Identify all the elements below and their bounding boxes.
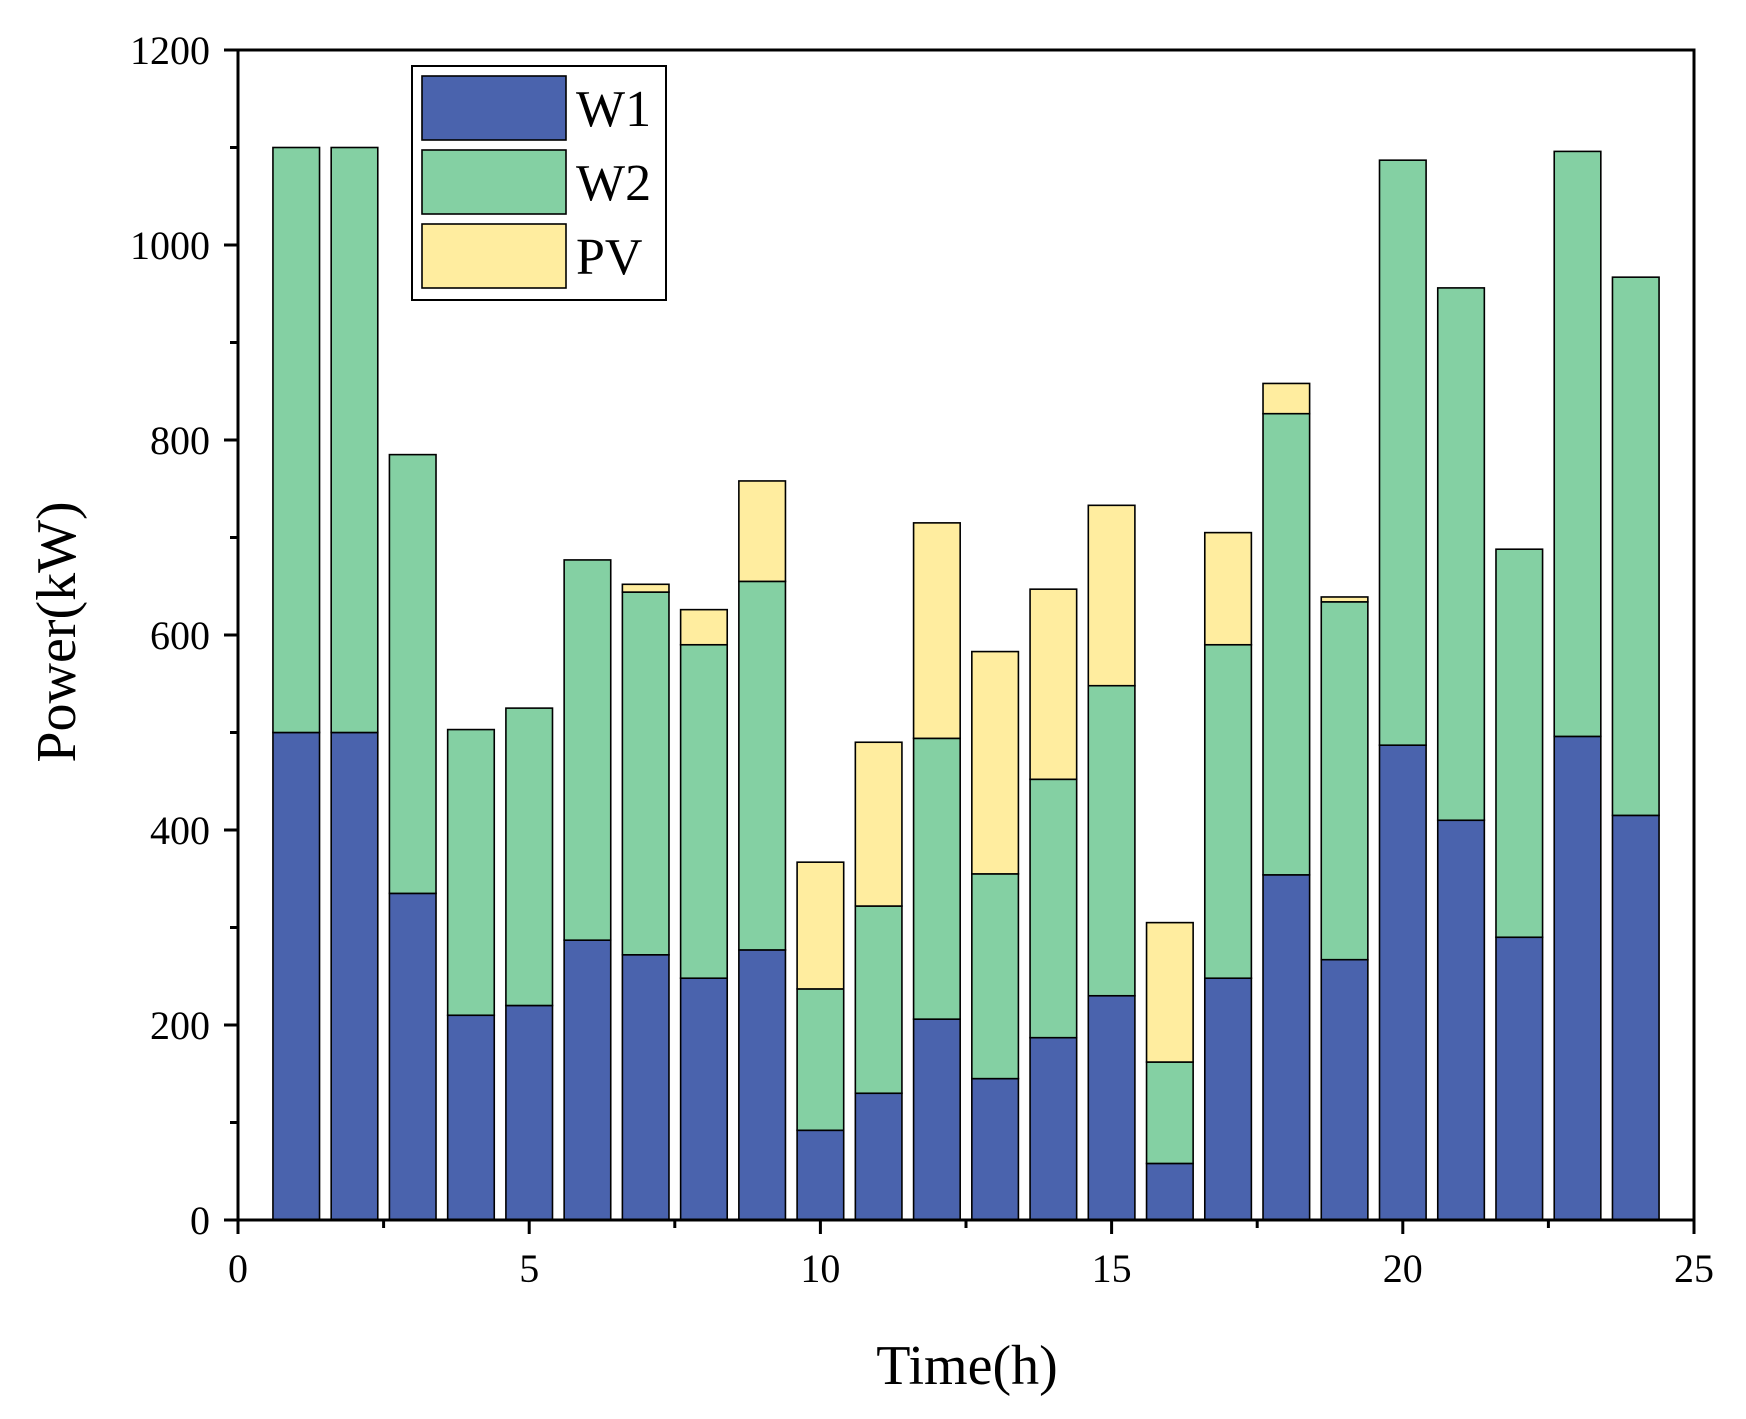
bar-w2-4 (446, 728, 496, 1017)
bar-w2-5 (505, 707, 554, 1007)
bar-w2-6 (563, 559, 612, 941)
x-tick-label: 10 (800, 1246, 840, 1291)
y-axis-title: Power(kW) (26, 501, 88, 762)
bar-w2-19 (1320, 601, 1369, 961)
legend-swatch-w2 (421, 149, 567, 215)
bar-pv-11 (854, 741, 903, 907)
x-axis-ticks: 0 5 10 15 20 25 (228, 1220, 1714, 1291)
x-tick-label: 15 (1092, 1246, 1132, 1291)
bar-pv-15 (1087, 504, 1136, 687)
bar-w2-8 (679, 643, 729, 980)
bar-w1-1 (272, 731, 321, 1221)
bar-w2-9 (738, 580, 787, 951)
y-tick-label: 600 (150, 613, 210, 658)
bars-layer (272, 146, 1660, 1221)
bar-w2-21 (1436, 287, 1486, 822)
legend-label-w2: W2 (576, 155, 651, 212)
x-tick-label: 25 (1674, 1246, 1714, 1291)
bar-w1-21 (1436, 819, 1486, 1221)
bar-w1-11 (854, 1092, 903, 1221)
legend-label-pv: PV (576, 229, 642, 286)
bar-w2-24 (1611, 276, 1660, 817)
bar-w2-16 (1145, 1061, 1194, 1165)
bar-pv-12 (912, 522, 961, 740)
bar-pv-8 (679, 608, 729, 646)
bar-w1-4 (446, 1014, 496, 1221)
bar-w2-12 (912, 737, 961, 1020)
bar-w1-7 (621, 953, 670, 1221)
bar-w2-22 (1495, 548, 1544, 939)
y-tick-label: 1000 (130, 223, 210, 268)
bar-pv-17 (1203, 531, 1253, 646)
bar-w2-10 (796, 988, 845, 1132)
bar-pv-19 (1320, 596, 1369, 603)
y-axis-ticks: 0 200 400 600 800 1000 1200 (130, 28, 238, 1243)
y-tick-label: 200 (150, 1003, 210, 1048)
bar-w2-1 (272, 146, 321, 734)
bar-w1-12 (912, 1018, 961, 1221)
bar-w1-22 (1495, 936, 1544, 1221)
bar-w1-13 (971, 1077, 1020, 1221)
bar-pv-18 (1262, 382, 1311, 415)
bar-w2-18 (1262, 412, 1311, 876)
x-axis-title: Time(h) (876, 1335, 1058, 1397)
bar-w1-8 (679, 977, 729, 1221)
y-tick-label: 0 (190, 1198, 210, 1243)
bar-w1-19 (1320, 958, 1369, 1221)
legend-swatch-pv (421, 223, 567, 289)
bar-w1-6 (563, 939, 612, 1221)
bar-w1-10 (796, 1129, 845, 1221)
y-tick-label: 800 (150, 418, 210, 463)
bar-w1-5 (505, 1004, 554, 1221)
bar-w1-16 (1145, 1162, 1194, 1221)
bar-w1-17 (1203, 977, 1253, 1221)
bar-w1-3 (388, 892, 437, 1221)
bar-pv-16 (1145, 921, 1194, 1063)
bar-w1-9 (738, 949, 787, 1221)
bar-w2-17 (1203, 643, 1253, 980)
bar-w1-23 (1553, 735, 1602, 1221)
bar-w2-23 (1553, 150, 1602, 738)
bar-w2-13 (971, 873, 1020, 1080)
bar-w2-20 (1378, 159, 1427, 746)
bar-w1-2 (330, 731, 379, 1221)
bar-pv-9 (738, 480, 787, 583)
bar-pv-14 (1029, 588, 1078, 781)
bar-w2-7 (621, 591, 670, 956)
bar-w1-20 (1378, 744, 1427, 1221)
bar-w1-14 (1029, 1036, 1078, 1221)
y-tick-label: 400 (150, 808, 210, 853)
x-tick-label: 20 (1383, 1246, 1423, 1291)
bar-w2-2 (330, 146, 379, 734)
bar-w1-24 (1611, 814, 1660, 1221)
bar-w1-15 (1087, 994, 1136, 1221)
legend-swatch-w1 (421, 75, 567, 141)
bar-w2-11 (854, 905, 903, 1095)
bar-w1-18 (1262, 874, 1311, 1221)
bar-w2-15 (1087, 684, 1136, 997)
x-tick-label: 5 (519, 1246, 539, 1291)
bar-w2-3 (388, 453, 437, 895)
legend: W1 W2 PV (411, 65, 667, 301)
bar-pv-10 (796, 861, 845, 990)
bar-pv-13 (971, 650, 1020, 875)
y-tick-label: 1200 (130, 28, 210, 73)
bar-pv-7 (621, 583, 670, 593)
x-tick-label: 0 (228, 1246, 248, 1291)
legend-label-w1: W1 (576, 81, 651, 138)
bar-w2-14 (1029, 778, 1078, 1039)
